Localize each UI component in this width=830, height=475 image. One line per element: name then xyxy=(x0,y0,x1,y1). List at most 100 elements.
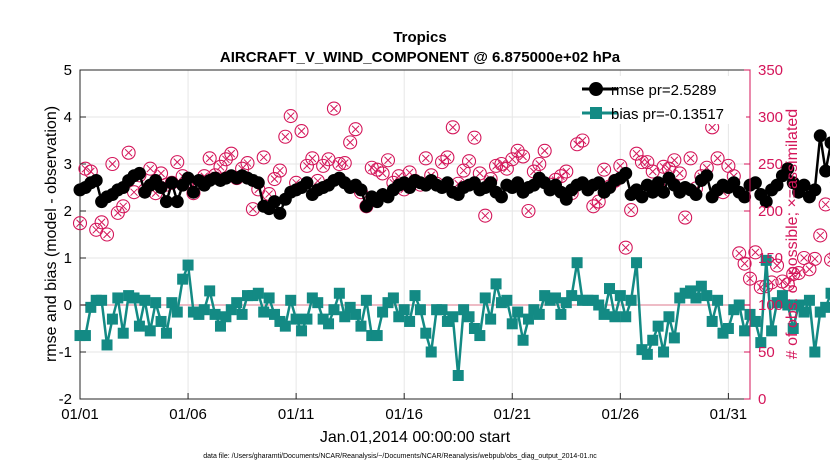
bias-point xyxy=(399,304,410,315)
chart-subtitle: AIRCRAFT_V_WIND_COMPONENT @ 6.875000e+02… xyxy=(220,49,621,66)
bias-point xyxy=(258,307,269,318)
bias-point xyxy=(701,290,712,301)
bias-point xyxy=(609,311,620,322)
obs-count-marker xyxy=(446,121,459,134)
rmse-point xyxy=(354,183,367,196)
bias-point xyxy=(253,288,264,299)
rmse-point xyxy=(819,165,830,178)
bias-point xyxy=(485,314,496,325)
bias-point xyxy=(599,309,610,320)
y-tick-label: 5 xyxy=(64,62,72,79)
legend-bias-marker xyxy=(590,107,602,119)
bias-point xyxy=(334,288,345,299)
obs-count-marker xyxy=(344,136,357,149)
bias-point xyxy=(518,335,529,346)
bias-point xyxy=(129,292,140,303)
rmse-point xyxy=(165,176,178,189)
bias-point xyxy=(312,297,323,308)
obs-count-marker xyxy=(376,167,389,180)
obs-count-marker xyxy=(538,144,551,157)
obs-count-marker xyxy=(295,125,308,138)
rmse-series xyxy=(74,129,830,220)
rmse-point xyxy=(619,167,632,180)
obs-count-marker xyxy=(381,154,394,167)
bias-point xyxy=(161,328,172,339)
obs-count-marker xyxy=(419,152,432,165)
bias-point xyxy=(766,325,777,336)
bias-point xyxy=(426,347,437,358)
rmse-point xyxy=(133,167,146,180)
bias-point xyxy=(820,302,830,313)
rmse-point xyxy=(657,186,670,199)
bias-point xyxy=(437,304,448,315)
bias-point xyxy=(474,330,485,341)
obs-count-marker xyxy=(101,228,114,241)
bias-point xyxy=(139,295,150,306)
y-tick-label: 1 xyxy=(64,250,72,267)
obs-count-marker xyxy=(225,147,238,160)
bias-point xyxy=(804,295,815,306)
bias-point xyxy=(177,274,188,285)
bias-point xyxy=(291,314,302,325)
rmse-point xyxy=(749,176,762,189)
rmse-point xyxy=(738,190,751,203)
bias-point xyxy=(615,290,626,301)
bias-point xyxy=(663,311,674,322)
bias-point xyxy=(415,304,426,315)
obs-count-marker xyxy=(279,130,292,143)
rmse-point xyxy=(182,172,195,185)
bias-point xyxy=(707,316,718,327)
bias-point xyxy=(712,295,723,306)
obs-count-marker xyxy=(241,157,254,170)
bias-point xyxy=(107,314,118,325)
obs-count-marker xyxy=(625,204,638,217)
rmse-point xyxy=(689,188,702,201)
y2-tick-label: 200 xyxy=(758,203,783,220)
bias-point xyxy=(658,347,669,358)
y-tick-label: 2 xyxy=(64,203,72,220)
bias-point xyxy=(231,297,242,308)
rmse-point xyxy=(300,176,313,189)
rmse-point xyxy=(187,186,200,199)
rmse-point xyxy=(268,195,281,208)
rmse-point xyxy=(252,176,265,189)
obs-count-marker xyxy=(203,152,216,165)
x-axis-label: Jan.01,2014 00:00:00 start xyxy=(320,429,511,446)
rmse-point xyxy=(90,174,103,187)
bias-point xyxy=(156,316,167,327)
obs-count-marker xyxy=(457,164,470,177)
y-tick-label: 0 xyxy=(64,297,72,314)
bias-point xyxy=(809,347,820,358)
rmse-point xyxy=(700,169,713,182)
bias-point xyxy=(404,316,415,327)
bias-point xyxy=(626,295,637,306)
obs-count-marker xyxy=(641,156,654,169)
obs-count-markers xyxy=(74,100,830,405)
x-tick-label: 01/16 xyxy=(385,406,423,423)
bias-point xyxy=(523,314,534,325)
x-tick-label: 01/31 xyxy=(710,406,748,423)
obs-count-marker xyxy=(814,229,827,242)
x-tick-label: 01/26 xyxy=(602,406,640,423)
bias-point xyxy=(199,304,210,315)
obs-count-marker xyxy=(468,131,481,144)
bias-point xyxy=(464,311,475,322)
obs-count-marker xyxy=(738,257,751,270)
bias-point xyxy=(377,307,388,318)
bias-point xyxy=(453,370,464,381)
obs-count-marker xyxy=(803,263,816,276)
bias-point xyxy=(447,311,458,322)
rmse-point xyxy=(273,207,286,220)
bias-point xyxy=(118,328,129,339)
rmse-point xyxy=(171,195,184,208)
obs-count-marker xyxy=(825,253,830,266)
bias-point xyxy=(690,292,701,303)
bias-point xyxy=(237,309,248,320)
bias-point xyxy=(410,290,421,301)
bias-point xyxy=(134,321,145,332)
bias-point xyxy=(339,311,350,322)
y2-tick-label: 300 xyxy=(758,109,783,126)
obs-count-marker xyxy=(679,211,692,224)
obs-count-marker xyxy=(171,156,184,169)
